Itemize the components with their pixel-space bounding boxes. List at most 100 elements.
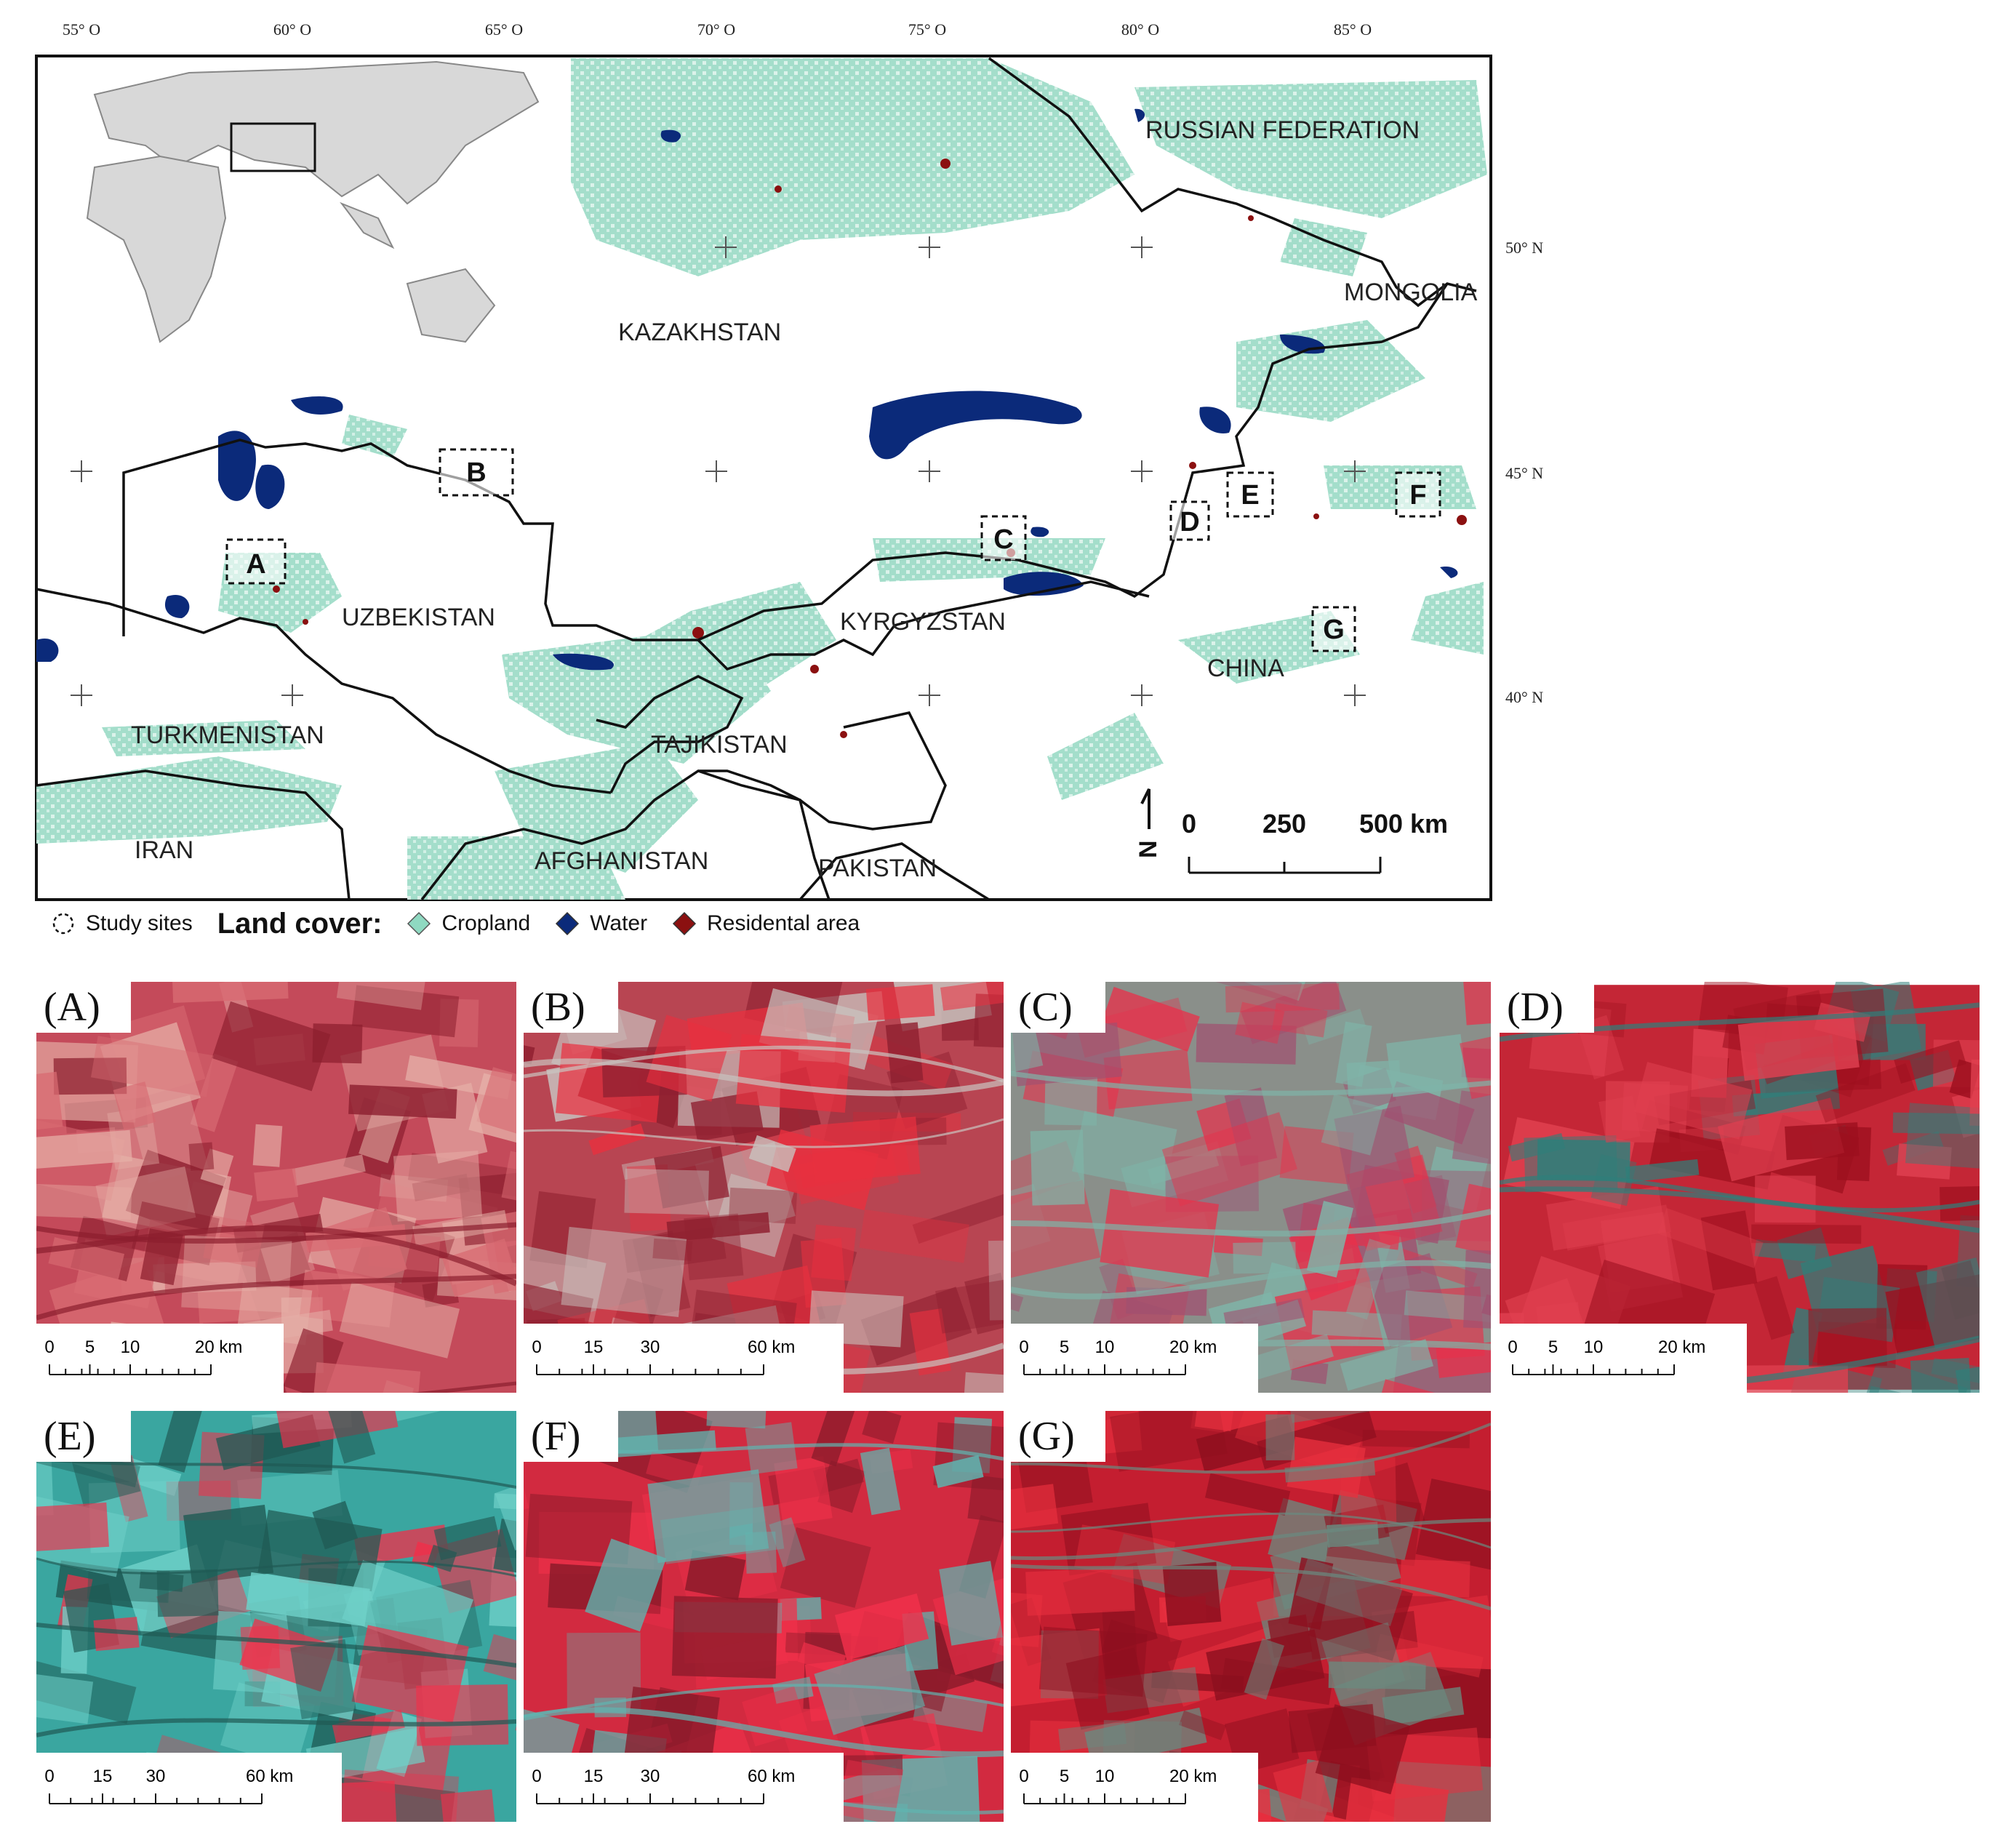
lon-label: 75° O <box>908 20 946 39</box>
country-label: AFGHANISTAN <box>535 847 708 875</box>
panel-scale-label: 0 <box>1019 1337 1028 1357</box>
diamond-icon <box>673 911 697 936</box>
panel-scale-bar: 0 5 10 20 km <box>1011 1324 1258 1393</box>
country-label: MONGOLIA <box>1344 279 1478 306</box>
country-label: KYRGYZSTAN <box>840 608 1006 636</box>
lat-label: 40° N <box>1505 688 1543 706</box>
legend-study-sites: Study sites <box>51 911 193 936</box>
panel-scale-label: 0 <box>44 1767 54 1786</box>
panel-scale-label: 60 km <box>246 1767 293 1786</box>
scale-label-0: 0 <box>1182 809 1196 839</box>
panel-label: (C) <box>1011 982 1105 1033</box>
inset-study-area-box <box>230 122 316 172</box>
panel-scale-label: 10 <box>1584 1337 1604 1357</box>
satellite-panel-b: (B) 0 15 30 60 km <box>524 982 1004 1393</box>
lon-label: 60° O <box>273 20 311 39</box>
satellite-panel-d: (D) 0 5 10 20 km <box>1500 982 1987 1393</box>
lon-label: 85° O <box>1334 20 1372 39</box>
panel-scale-label: 5 <box>85 1337 95 1357</box>
panel-label: (A) <box>36 982 131 1033</box>
panel-label: (F) <box>524 1411 618 1462</box>
study-site-label-a: A <box>246 549 265 580</box>
panel-scale-bar: 0 5 10 20 km <box>1500 1324 1747 1393</box>
study-site-label-d: D <box>1180 507 1199 537</box>
satellite-image <box>1500 982 1980 1393</box>
study-site-box-g <box>1311 606 1356 652</box>
country-label: RUSSIAN FEDERATION <box>1145 116 1420 144</box>
inset-world-map <box>38 57 570 385</box>
study-site-labels: A B C D E F G <box>246 457 1426 645</box>
study-sites <box>225 448 1441 652</box>
panel-scale-label: 10 <box>121 1337 140 1357</box>
study-site-box-f <box>1395 471 1441 518</box>
panel-scale-label: 30 <box>641 1337 660 1357</box>
study-site-box-b <box>439 448 514 497</box>
panel-label: (B) <box>524 982 618 1033</box>
lat-label: 50° N <box>1505 239 1543 257</box>
panel-scale-label: 15 <box>584 1337 604 1357</box>
satellite-panel-f: (F) 0 15 30 60 km <box>524 1411 1004 1822</box>
legend-item-label: Residental area <box>707 911 860 935</box>
main-scale-bar: 0 250 500 km <box>1182 809 1448 874</box>
overview-map: 55° O 60° O 65° O 70° O 75° O 80° O 85° … <box>35 20 1543 901</box>
panel-scale-label: 20 km <box>1169 1337 1217 1357</box>
satellite-panel-e: (E) 0 15 30 60 km <box>36 1411 516 1822</box>
country-labels: RUSSIAN FEDERATION KAZAKHSTAN MONGOLIA U… <box>131 116 1478 882</box>
panel-scale-bar: 0 5 10 20 km <box>36 1324 284 1393</box>
lon-label: 55° O <box>63 20 100 39</box>
panel-scale-label: 0 <box>44 1337 54 1357</box>
panel-scale-label: 10 <box>1095 1337 1115 1357</box>
study-site-label-b: B <box>466 457 486 488</box>
country-label: TURKMENISTAN <box>131 721 324 749</box>
country-label: IRAN <box>135 836 193 864</box>
study-site-label-e: E <box>1241 480 1259 511</box>
longitude-labels: 55° O 60° O 65° O 70° O 75° O 80° O 85° … <box>63 20 1372 39</box>
panel-scale-label: 5 <box>1060 1337 1069 1357</box>
legend-item-water: Water <box>555 911 647 936</box>
graticule <box>71 236 1366 706</box>
map-legend: Study sites Land cover: Cropland Water R… <box>51 905 884 942</box>
panel-scale-bar: 0 5 10 20 km <box>1011 1753 1258 1822</box>
lon-label: 70° O <box>697 20 735 39</box>
panel-scale-label: 30 <box>146 1767 166 1786</box>
study-site-box-e <box>1226 471 1274 518</box>
study-site-label-c: C <box>993 524 1013 555</box>
country-label: TAJIKISTAN <box>651 731 788 759</box>
legend-item-residential: Residental area <box>672 911 860 936</box>
legend-item-label: Water <box>590 911 648 935</box>
scale-label-500: 500 km <box>1359 809 1448 839</box>
diamond-icon <box>407 911 431 936</box>
panel-label: (E) <box>36 1411 131 1462</box>
diamond-icon <box>556 911 580 936</box>
country-borders <box>36 57 1477 901</box>
panel-scale-label: 0 <box>1508 1337 1517 1357</box>
scale-label-250: 250 <box>1262 809 1306 839</box>
country-label: KAZAKHSTAN <box>618 319 781 346</box>
panel-scale-label: 0 <box>532 1767 541 1786</box>
panel-scale-label: 15 <box>93 1767 113 1786</box>
country-label: PAKISTAN <box>818 855 937 882</box>
panel-scale-label: 5 <box>1548 1337 1558 1357</box>
panel-label: (D) <box>1500 982 1594 1033</box>
study-site-box-d <box>1169 500 1210 541</box>
study-site-label-g: G <box>1323 615 1345 645</box>
panel-scale-bar: 0 15 30 60 km <box>524 1753 844 1822</box>
satellite-panel-a: (A) 0 5 10 20 km <box>36 982 516 1393</box>
panel-scale-label: 5 <box>1060 1767 1069 1786</box>
panel-scale-label: 30 <box>641 1767 660 1786</box>
country-label: UZBEKISTAN <box>342 604 495 631</box>
dashed-circle-icon <box>52 913 74 935</box>
panel-scale-label: 20 km <box>1169 1767 1217 1786</box>
panel-scale-label: 60 km <box>748 1767 795 1786</box>
panel-scale-label: 60 km <box>748 1337 795 1357</box>
lat-label: 45° N <box>1505 464 1543 482</box>
panel-scale-label: 15 <box>584 1767 604 1786</box>
north-arrow-label: N <box>1134 840 1162 858</box>
legend-item-cropland: Cropland <box>407 911 530 936</box>
panel-scale-label: 20 km <box>195 1337 242 1357</box>
panel-scale-label: 0 <box>1019 1767 1028 1786</box>
legend-item-label: Cropland <box>441 911 531 935</box>
panel-label: (G) <box>1011 1411 1105 1462</box>
study-site-box-a <box>225 538 287 585</box>
study-site-box-c <box>980 515 1027 561</box>
